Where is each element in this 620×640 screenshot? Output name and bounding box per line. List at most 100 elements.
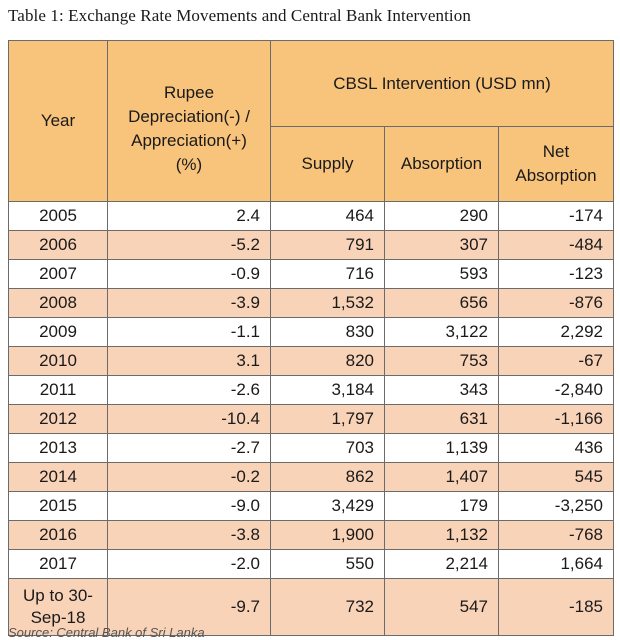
source-note: Source: Central Bank of Sri Lanka <box>8 625 205 640</box>
cell-absorption: 656 <box>384 288 499 318</box>
cell-absorption: 1,132 <box>384 520 499 550</box>
cell-change: 3.1 <box>107 346 271 376</box>
cell-net: -484 <box>498 230 614 260</box>
cell-year: 2017 <box>8 549 108 579</box>
cell-absorption: 3,122 <box>384 317 499 347</box>
cell-year-line1: Up to 30- <box>23 586 93 605</box>
cell-change: -0.9 <box>107 259 271 289</box>
cell-year: 2006 <box>8 230 108 260</box>
header-net-line1: Net <box>542 142 570 161</box>
cell-supply: 732 <box>270 578 385 636</box>
header-rupee-change: Rupee Depreciation(-) / Appreciation(+) … <box>107 40 271 202</box>
cell-change: -1.1 <box>107 317 271 347</box>
cell-year: 2012 <box>8 404 108 434</box>
cell-absorption: 343 <box>384 375 499 405</box>
cell-net: 2,292 <box>498 317 614 347</box>
table-row: 2013 -2.7 703 1,139 436 <box>8 433 614 463</box>
table-row: 2008 -3.9 1,532 656 -876 <box>8 288 614 318</box>
table-row-up-to-sep-18: Up to 30- Sep-18 -9.7 732 547 -185 <box>8 578 614 636</box>
table-row: 2011 -2.6 3,184 343 -2,840 <box>8 375 614 405</box>
table-row: 2015 -9.0 3,429 179 -3,250 <box>8 491 614 521</box>
table-row: 2016 -3.8 1,900 1,132 -768 <box>8 520 614 550</box>
table-row: 2017 -2.0 550 2,214 1,664 <box>8 549 614 579</box>
table-row: 2014 -0.2 862 1,407 545 <box>8 462 614 492</box>
exchange-rate-table: Year Rupee Depreciation(-) / Appreciatio… <box>8 40 614 636</box>
cell-year: 2008 <box>8 288 108 318</box>
header-supply: Supply <box>270 126 385 202</box>
cell-change: -0.2 <box>107 462 271 492</box>
cell-year: 2009 <box>8 317 108 347</box>
cell-supply: 862 <box>270 462 385 492</box>
cell-change: -10.4 <box>107 404 271 434</box>
cell-net: -876 <box>498 288 614 318</box>
cell-change: -9.0 <box>107 491 271 521</box>
cell-change: -3.8 <box>107 520 271 550</box>
cell-supply: 3,429 <box>270 491 385 521</box>
cell-year: Up to 30- Sep-18 <box>8 578 108 636</box>
cell-supply: 3,184 <box>270 375 385 405</box>
cell-year: 2013 <box>8 433 108 463</box>
table-row: 2005 2.4 464 290 -174 <box>8 201 614 231</box>
header-cbsl-intervention: CBSL Intervention (USD mn) <box>270 40 614 127</box>
cell-net: -768 <box>498 520 614 550</box>
cell-change: 2.4 <box>107 201 271 231</box>
table-row: 2006 -5.2 791 307 -484 <box>8 230 614 260</box>
cell-absorption: 290 <box>384 201 499 231</box>
cell-supply: 1,797 <box>270 404 385 434</box>
header-net-absorption: Net Absorption <box>498 126 614 202</box>
cell-supply: 703 <box>270 433 385 463</box>
cell-absorption: 307 <box>384 230 499 260</box>
cell-year: 2011 <box>8 375 108 405</box>
cell-absorption: 1,407 <box>384 462 499 492</box>
cell-absorption: 2,214 <box>384 549 499 579</box>
header-rupee-line2: Depreciation(-) / <box>128 107 250 126</box>
header-rupee-line4: (%) <box>175 155 203 174</box>
cell-change: -2.0 <box>107 549 271 579</box>
cell-absorption: 631 <box>384 404 499 434</box>
header-rupee-line3: Appreciation(+) <box>131 131 247 150</box>
cell-supply: 820 <box>270 346 385 376</box>
cell-year: 2005 <box>8 201 108 231</box>
cell-supply: 1,532 <box>270 288 385 318</box>
cell-absorption: 753 <box>384 346 499 376</box>
cell-year: 2007 <box>8 259 108 289</box>
cell-year: 2014 <box>8 462 108 492</box>
table-row: 2007 -0.9 716 593 -123 <box>8 259 614 289</box>
table-row: 2010 3.1 820 753 -67 <box>8 346 614 376</box>
cell-supply: 716 <box>270 259 385 289</box>
table-caption: Table 1: Exchange Rate Movements and Cen… <box>8 6 471 25</box>
cell-change: -2.6 <box>107 375 271 405</box>
cell-supply: 550 <box>270 549 385 579</box>
cell-net: 1,664 <box>498 549 614 579</box>
header-net-line2: Absorption <box>515 166 597 185</box>
cell-net: -1,166 <box>498 404 614 434</box>
cell-absorption: 593 <box>384 259 499 289</box>
cell-absorption: 1,139 <box>384 433 499 463</box>
cell-absorption: 179 <box>384 491 499 521</box>
table-row: 2012 -10.4 1,797 631 -1,166 <box>8 404 614 434</box>
cell-net: -123 <box>498 259 614 289</box>
cell-net: 545 <box>498 462 614 492</box>
cell-net: 436 <box>498 433 614 463</box>
cell-year-line2: Sep-18 <box>30 608 86 627</box>
header-rupee-line1: Rupee <box>163 83 215 102</box>
cell-net: -2,840 <box>498 375 614 405</box>
cell-net: -174 <box>498 201 614 231</box>
cell-supply: 830 <box>270 317 385 347</box>
cell-supply: 464 <box>270 201 385 231</box>
cell-net: -67 <box>498 346 614 376</box>
table-row: 2009 -1.1 830 3,122 2,292 <box>8 317 614 347</box>
cell-change: -2.7 <box>107 433 271 463</box>
cell-supply: 1,900 <box>270 520 385 550</box>
cell-change: -5.2 <box>107 230 271 260</box>
cell-year: 2015 <box>8 491 108 521</box>
cell-change: -9.7 <box>107 578 271 636</box>
cell-year: 2016 <box>8 520 108 550</box>
cell-net: -185 <box>498 578 614 636</box>
cell-change: -3.9 <box>107 288 271 318</box>
header-year: Year <box>8 40 108 202</box>
cell-supply: 791 <box>270 230 385 260</box>
header-absorption: Absorption <box>384 126 499 202</box>
cell-year: 2010 <box>8 346 108 376</box>
cell-absorption: 547 <box>384 578 499 636</box>
